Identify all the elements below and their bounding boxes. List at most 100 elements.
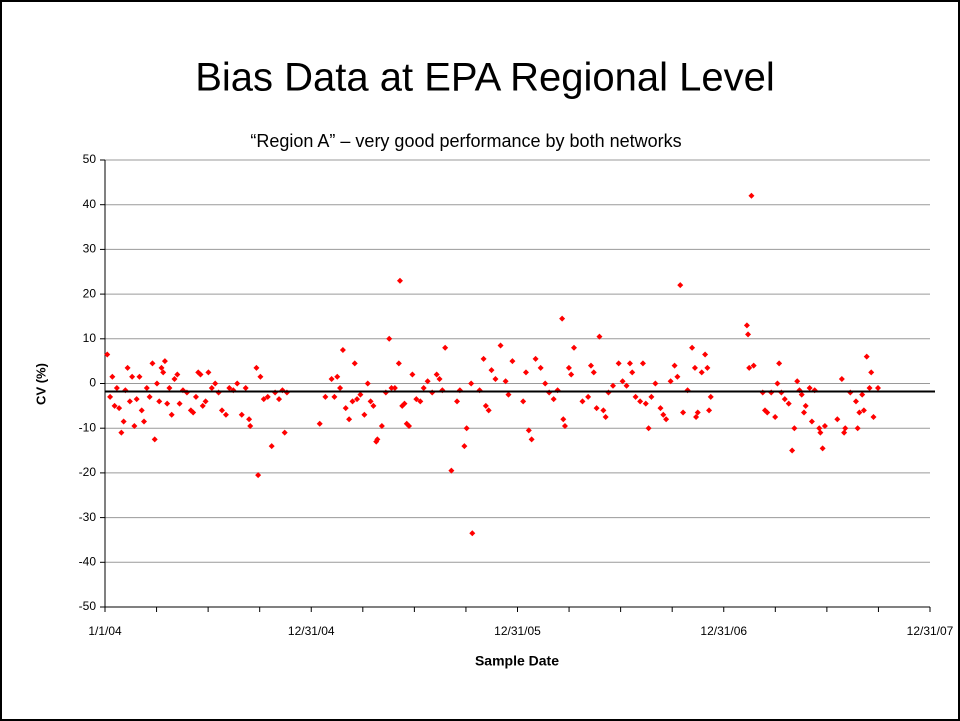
- data-point: [694, 409, 701, 416]
- data-point: [151, 436, 158, 443]
- data-point: [158, 364, 165, 371]
- data-point: [357, 391, 364, 398]
- data-point: [116, 405, 123, 412]
- data-point: [870, 414, 877, 421]
- data-point: [505, 391, 512, 398]
- data-point: [420, 384, 427, 391]
- data-point: [396, 277, 403, 284]
- data-point: [502, 378, 509, 385]
- data-point: [532, 355, 539, 362]
- data-point: [642, 400, 649, 407]
- data-point: [550, 396, 557, 403]
- data-point: [378, 422, 385, 429]
- data-point: [632, 393, 639, 400]
- data-point: [370, 402, 377, 409]
- data-point: [841, 429, 848, 436]
- data-point: [674, 373, 681, 380]
- y-tick-label: 50: [83, 152, 97, 166]
- data-point: [609, 382, 616, 389]
- data-point: [663, 416, 670, 423]
- data-point: [866, 384, 873, 391]
- data-point: [707, 393, 714, 400]
- data-point: [171, 376, 178, 383]
- data-point: [645, 425, 652, 432]
- data-point: [485, 407, 492, 414]
- data-point: [706, 407, 713, 414]
- data-point: [776, 360, 783, 367]
- x-axis-label: Sample Date: [475, 653, 559, 669]
- data-point: [560, 416, 567, 423]
- data-point: [124, 364, 131, 371]
- data-point: [342, 405, 349, 412]
- data-point: [785, 400, 792, 407]
- data-point: [160, 369, 167, 376]
- data-point: [774, 380, 781, 387]
- data-point: [559, 315, 566, 322]
- data-point: [579, 398, 586, 405]
- data-point: [234, 380, 241, 387]
- data-point: [542, 380, 549, 387]
- data-point: [346, 416, 353, 423]
- data-point: [852, 398, 859, 405]
- data-point: [596, 333, 603, 340]
- data-point: [834, 416, 841, 423]
- data-point: [522, 369, 529, 376]
- data-point: [238, 411, 245, 418]
- data-point: [623, 382, 630, 389]
- data-point: [131, 422, 138, 429]
- data-point: [463, 425, 470, 432]
- data-point: [781, 396, 788, 403]
- x-tick-label: 12/31/07: [907, 624, 954, 638]
- data-point: [367, 398, 374, 405]
- data-point: [860, 407, 867, 414]
- data-point: [322, 393, 329, 400]
- data-point: [401, 400, 408, 407]
- data-point: [492, 376, 499, 383]
- data-point: [436, 376, 443, 383]
- data-point: [247, 422, 254, 429]
- data-point: [276, 396, 283, 403]
- data-point: [242, 384, 249, 391]
- data-point: [748, 192, 755, 199]
- data-point: [120, 418, 127, 425]
- data-point: [497, 342, 504, 349]
- data-point: [448, 467, 455, 474]
- data-point: [856, 409, 863, 416]
- data-point: [637, 398, 644, 405]
- data-point: [133, 396, 140, 403]
- data-point: [743, 322, 750, 329]
- data-point: [153, 380, 160, 387]
- data-point: [433, 371, 440, 378]
- data-point: [281, 429, 288, 436]
- data-point: [561, 422, 568, 429]
- data-point: [166, 384, 173, 391]
- data-point: [361, 411, 368, 418]
- y-tick-label: 40: [83, 197, 97, 211]
- chart-title: Bias Data at EPA Regional Level: [195, 56, 775, 100]
- data-point: [789, 447, 796, 454]
- data-point: [192, 393, 199, 400]
- data-point: [413, 396, 420, 403]
- data-point: [480, 355, 487, 362]
- data-point: [468, 380, 475, 387]
- data-point: [746, 364, 753, 371]
- data-point: [537, 364, 544, 371]
- x-tick-label: 12/31/05: [494, 624, 541, 638]
- data-point: [337, 384, 344, 391]
- data-point: [806, 384, 813, 391]
- data-point: [652, 380, 659, 387]
- data-point: [118, 429, 125, 436]
- data-point: [794, 378, 801, 385]
- data-point: [386, 335, 393, 342]
- y-tick-label: -20: [79, 465, 97, 479]
- data-point: [174, 371, 181, 378]
- data-point: [349, 398, 356, 405]
- data-point: [113, 384, 120, 391]
- data-point: [568, 371, 575, 378]
- data-point: [571, 344, 578, 351]
- data-point: [316, 420, 323, 427]
- data-point: [406, 422, 413, 429]
- data-point: [109, 373, 116, 380]
- data-point: [648, 393, 655, 400]
